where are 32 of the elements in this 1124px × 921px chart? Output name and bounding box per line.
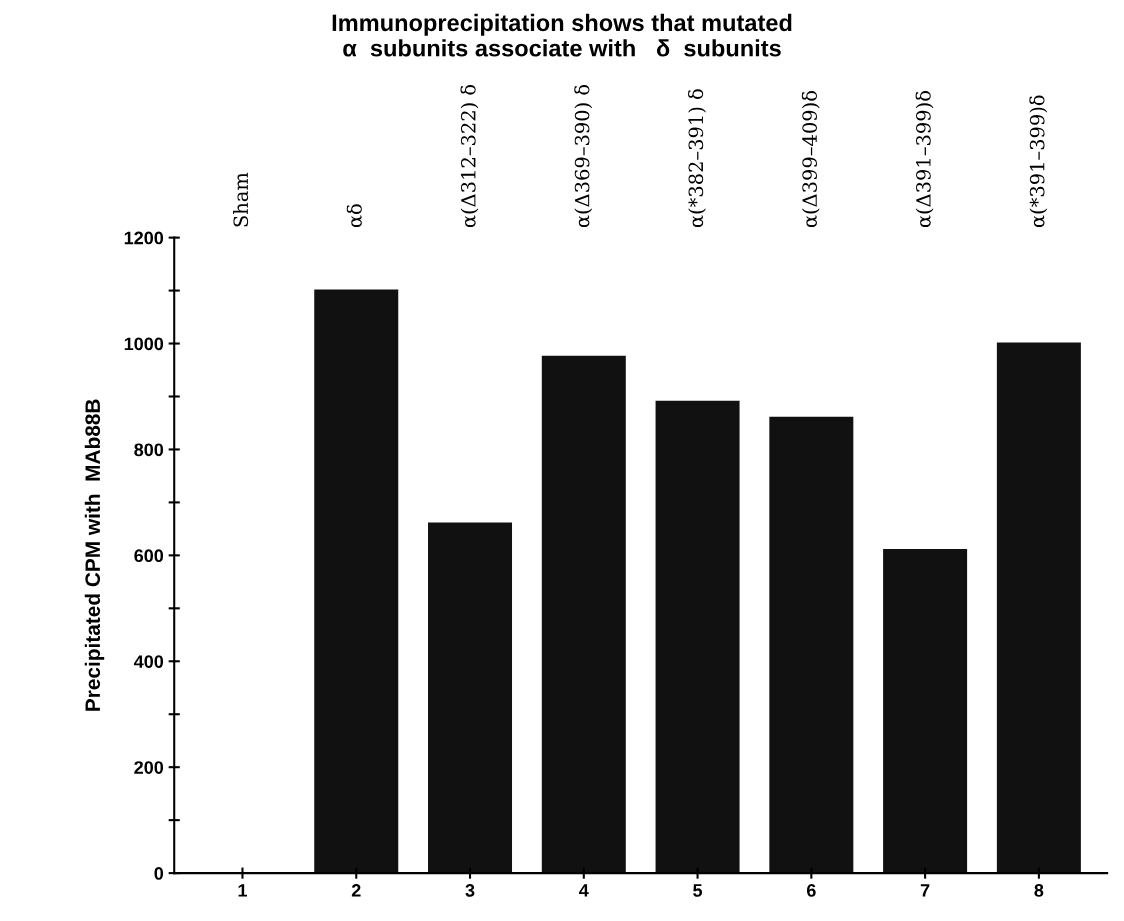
text: α(Δ312–322) δ xyxy=(460,84,479,228)
y-tick-label: 600 xyxy=(134,549,164,563)
x-tick-label: 4 xyxy=(579,884,589,897)
chart-title: Immunoprecipitation shows that mutated α subunits associate with δ subunits xyxy=(332,13,792,57)
bar xyxy=(541,355,626,874)
bar xyxy=(769,416,854,874)
y-axis-title: Precipitated CPM with MAb88B xyxy=(84,399,105,711)
text: α(*382–391) δ xyxy=(688,89,706,228)
bar xyxy=(883,549,968,874)
x-tick-label: 3 xyxy=(465,884,475,897)
text: α(Δ391–399)δ xyxy=(915,91,934,228)
y-tick-label: 0 xyxy=(154,867,164,880)
text: α(*391–399)δ xyxy=(1029,95,1048,228)
y-tick-label: 200 xyxy=(134,761,164,774)
x-tick-label: 6 xyxy=(806,884,816,897)
text: αδ xyxy=(346,204,362,228)
y-tick-label: 1000 xyxy=(124,337,164,351)
x-tick-label: 8 xyxy=(1034,884,1044,897)
x-tick-label: 5 xyxy=(693,884,703,897)
y-tick-label: 800 xyxy=(134,443,164,457)
y-tick-label: 400 xyxy=(133,655,164,668)
bar xyxy=(996,342,1081,874)
x-tick-label: 2 xyxy=(351,884,361,897)
text: α(Δ369–390) δ xyxy=(574,84,593,228)
y-tick-label: 1200 xyxy=(124,231,164,245)
text: Sham xyxy=(233,172,249,227)
bar xyxy=(655,400,740,874)
x-tick-label: 7 xyxy=(920,884,930,897)
bar xyxy=(314,289,399,874)
text: α(Δ399–409)δ xyxy=(801,91,820,228)
x-tick-label: 1 xyxy=(238,884,247,897)
bar xyxy=(428,522,513,874)
